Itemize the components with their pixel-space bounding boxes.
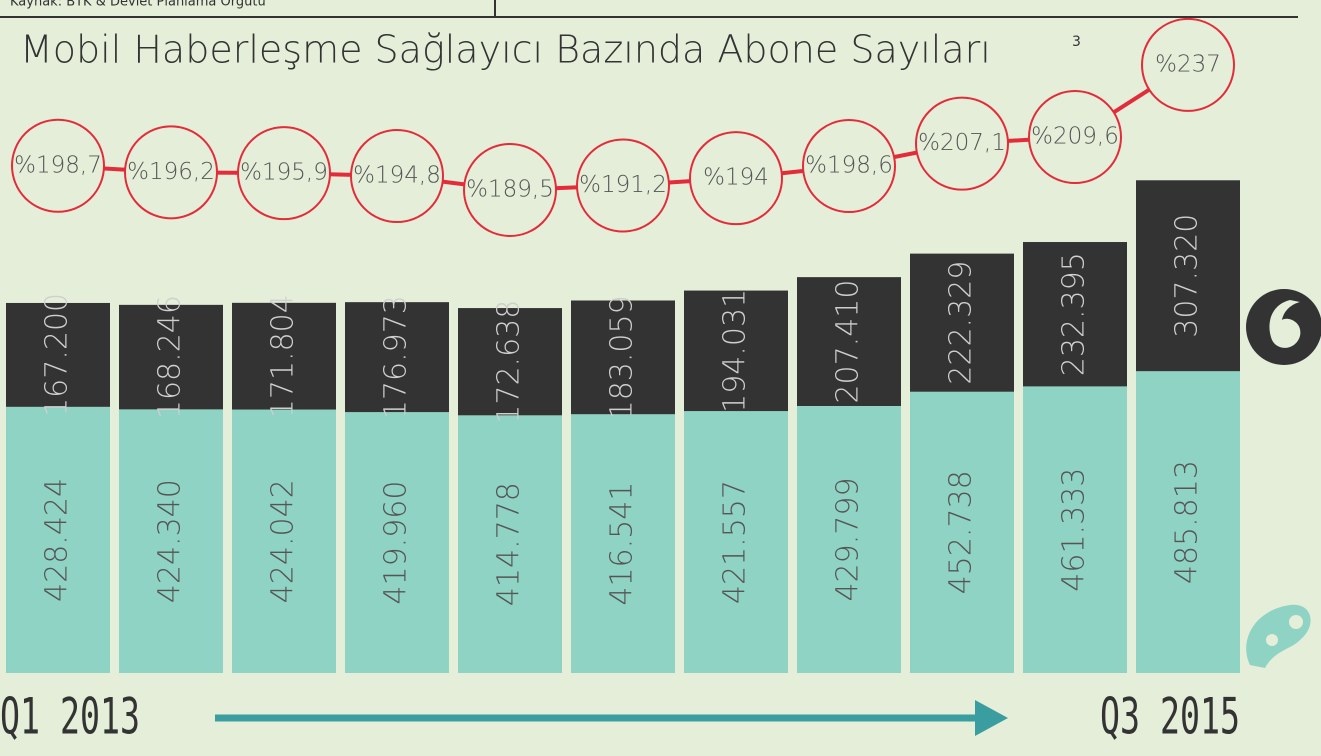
ratio-marker: [1141, 17, 1235, 112]
bar-segment: [1023, 242, 1127, 387]
bar-segment: [1136, 371, 1240, 673]
value-label: 452.738: [944, 470, 979, 594]
ratio-marker: [124, 125, 218, 220]
bar-segment: [458, 308, 562, 416]
bar-segment: [571, 300, 675, 415]
source-box: [0, 0, 496, 18]
value-label: 172.638: [492, 300, 527, 424]
ratio-label: %194: [703, 165, 769, 191]
value-label: 461.333: [1057, 468, 1092, 592]
ratio-marker: [350, 129, 444, 224]
value-label: 428.424: [40, 478, 75, 602]
value-label: 424.042: [266, 479, 301, 603]
source: Kaynak: BTK & Devlet Planlama Örgütü: [10, 0, 266, 10]
value-label: 421.557: [718, 480, 753, 604]
value-label: 416.541: [605, 482, 640, 606]
ratio-label: %198,7: [14, 152, 102, 178]
value-label: 167.200: [40, 293, 75, 417]
title-note: 3: [1072, 34, 1081, 50]
ratio-marker: [689, 131, 783, 226]
x-tick-label: Q3 2015: [1100, 688, 1240, 746]
ratio-marker: [1028, 90, 1122, 185]
bar-segment: [797, 277, 901, 406]
turkcell-logo: [1246, 604, 1311, 668]
chart-title: Mobil Haberleşme Sağlayıcı Bazında Abone…: [20, 28, 991, 72]
value-label: 307.320: [1170, 214, 1205, 338]
value-label: 194.031: [718, 289, 753, 413]
x-tick-label: Q1 2013: [0, 688, 140, 746]
ratio-label: %207,1: [918, 130, 1006, 156]
ratio-label: %189,5: [466, 176, 554, 202]
ratio-label: %194,8: [353, 163, 441, 189]
value-label: 207.410: [831, 280, 866, 404]
ratio-marker: [237, 126, 331, 221]
value-label: 183.059: [605, 295, 640, 419]
bar-segment: [910, 391, 1014, 673]
value-label: 168.246: [153, 295, 188, 419]
bar-segment: [345, 412, 449, 673]
bar-segment: [119, 304, 223, 410]
value-label: 485.813: [1170, 460, 1205, 584]
ratio-label: %195,9: [240, 160, 328, 186]
ratio-label: %196,2: [127, 159, 215, 185]
bar-segment: [6, 406, 110, 673]
value-label: 419.960: [379, 481, 414, 605]
ratio-label: %191,2: [579, 172, 667, 198]
bar-segment: [6, 302, 110, 407]
ratio-marker: [915, 96, 1009, 191]
ratio-marker: [576, 138, 670, 233]
bar-segment: [910, 253, 1014, 392]
bar-segment: [232, 409, 336, 673]
bar-segment: [119, 409, 223, 673]
bar-segment: [1136, 180, 1240, 372]
ratio-marker: [802, 119, 896, 214]
bar-segment: [458, 415, 562, 673]
value-label: 424.340: [153, 479, 188, 603]
bar-segment: [684, 411, 788, 673]
ratio-label: %237: [1155, 51, 1221, 77]
bar-segment: [1023, 386, 1127, 673]
arrow-head: [975, 700, 1008, 736]
ratio-label: %209,6: [1031, 124, 1119, 150]
bar-segment: [797, 405, 901, 673]
bar-segment: [684, 290, 788, 412]
ratio-marker: [11, 118, 105, 213]
value-label: 414.778: [492, 482, 527, 606]
value-label: 176.973: [379, 295, 414, 419]
bar-segment: [345, 302, 449, 413]
vodafone-logo: [1246, 289, 1321, 365]
value-label: 232.395: [1057, 252, 1092, 376]
bar-segment: [571, 414, 675, 673]
bar-segment: [232, 302, 336, 410]
ratio-marker: [463, 142, 557, 237]
ratio-label: %198,6: [805, 153, 893, 179]
value-label: 222.329: [944, 261, 979, 385]
value-label: 429.799: [831, 477, 866, 601]
value-label: 171.804: [266, 294, 301, 418]
